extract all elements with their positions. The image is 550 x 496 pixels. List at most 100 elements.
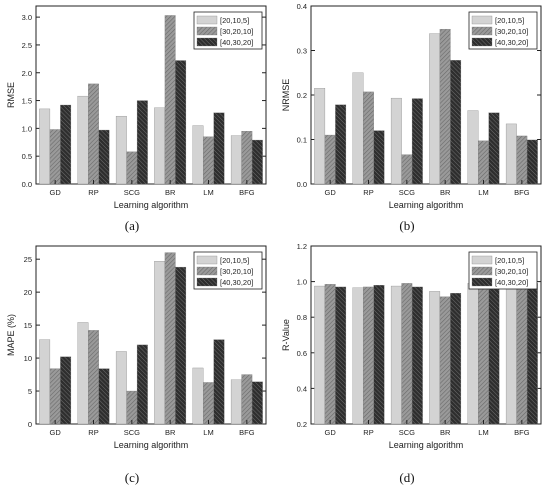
bar-gd-series-1	[314, 285, 326, 425]
x-tick-label: BR	[165, 188, 176, 197]
bar-scg-series-1	[115, 115, 127, 185]
bar-scg-series-2	[126, 151, 138, 185]
x-tick-label: GD	[325, 428, 337, 437]
bar-rp-series-2	[363, 91, 374, 185]
bar-bfg-series-2	[241, 374, 253, 425]
legend-label: [30,20,10]	[495, 27, 528, 36]
y-tick-label: 20	[24, 288, 32, 297]
x-tick-label: BFG	[514, 188, 530, 197]
x-tick-label: GD	[50, 428, 62, 437]
legend-swatch	[471, 255, 493, 265]
bar-gd-series-1	[39, 108, 51, 185]
x-tick-label: RP	[363, 188, 373, 197]
bar-gd-series-3	[60, 356, 72, 425]
x-axis-label: Learning algorithm	[114, 200, 189, 210]
x-tick-label: SCG	[399, 188, 415, 197]
x-tick-label: LM	[478, 428, 488, 437]
bar-br-series-1	[154, 261, 166, 425]
x-tick-label: LM	[203, 188, 213, 197]
bar-rp-series-3	[98, 129, 110, 185]
y-axis-label: NRMSE	[281, 79, 291, 112]
legend-label: [20,10,5]	[220, 256, 249, 265]
y-tick-label: 0.2	[297, 91, 307, 100]
legend-label: [20,10,5]	[495, 256, 524, 265]
bar-br-series-3	[175, 60, 187, 185]
legend-swatch	[196, 266, 218, 276]
y-tick-label: 0.2	[297, 420, 307, 429]
x-tick-label: GD	[50, 188, 62, 197]
legend-swatch	[471, 37, 493, 47]
plot-frame	[310, 245, 542, 425]
y-tick-label: 0.3	[297, 47, 307, 56]
bar-gd-series-3	[60, 104, 72, 185]
y-tick-label: 1.0	[22, 124, 32, 133]
bar-rp-series-1	[352, 72, 364, 185]
x-tick-label: BFG	[239, 428, 255, 437]
bar-scg-series-3	[136, 100, 148, 185]
bar-lm-series-1	[467, 283, 479, 425]
y-axis-label: MAPE (%)	[6, 314, 16, 356]
bar-lm-series-3	[213, 339, 225, 425]
bar-bfg-series-2	[516, 283, 528, 425]
bar-bfg-series-3	[526, 283, 538, 425]
legend-swatch	[196, 37, 218, 47]
panel-caption: (d)	[399, 470, 414, 485]
plot-frame	[35, 5, 267, 185]
bar-scg-series-1	[115, 351, 127, 425]
chart-panel-1: 0.0 0.5 1.0 1.5 2.0 2.5 3.0 GD RP SCG BR LM BFG Learn…	[6, 5, 267, 233]
bar-br-series-2	[439, 296, 451, 425]
bar-rp-series-3	[373, 130, 385, 185]
bar-lm-series-2	[203, 136, 214, 185]
y-tick-label: 0.0	[297, 180, 307, 189]
y-tick-label: 1.0	[297, 278, 307, 287]
y-tick-label: 0.8	[297, 313, 307, 322]
bar-lm-series-1	[192, 367, 204, 425]
bar-bfg-series-2	[241, 131, 253, 185]
legend-label: [20,10,5]	[495, 16, 524, 25]
legend-label: [40,30,20]	[220, 278, 253, 287]
chart-panel-4: 0.2 0.4 0.6 0.8 1.0 1.2 GD RP SCG BR LM BFG Learning…	[281, 242, 542, 485]
legend-swatch	[196, 15, 218, 25]
bar-bfg-series-1	[505, 123, 517, 185]
bar-br-series-2	[164, 252, 176, 425]
bar-gd-series-2	[324, 284, 336, 425]
bar-lm-series-1	[192, 125, 204, 185]
bar-br-series-1	[429, 33, 441, 185]
bar-br-series-3	[175, 266, 187, 425]
legend-swatch	[196, 277, 218, 287]
plot-frame	[35, 245, 267, 425]
chart-panel-3: 0 5 10 15 20 25 GD RP SCG BR LM BFG Learning algorit…	[6, 245, 267, 485]
bar-scg-series-2	[401, 154, 413, 185]
bar-rp-series-2	[363, 286, 374, 425]
bar-bfg-series-2	[516, 135, 528, 185]
y-tick-label: 0.4	[297, 384, 307, 393]
bar-rp-series-2	[88, 330, 99, 425]
bar-bfg-series-1	[230, 379, 242, 425]
y-tick-label: 2.5	[22, 41, 32, 50]
bar-br-series-1	[429, 291, 441, 425]
x-axis-label: Learning algorithm	[114, 440, 189, 450]
x-tick-label: SCG	[399, 428, 415, 437]
y-tick-label: 15	[24, 321, 32, 330]
x-tick-label: GD	[325, 188, 337, 197]
bar-gd-series-2	[49, 368, 61, 425]
bar-lm-series-1	[467, 110, 479, 185]
y-tick-label: 0.4	[297, 2, 307, 11]
bar-gd-series-2	[324, 134, 336, 185]
y-axis-label: R-Value	[281, 319, 291, 351]
bar-scg-series-3	[411, 286, 423, 425]
legend-label: [40,30,20]	[495, 278, 528, 287]
bar-br-series-3	[450, 60, 462, 185]
x-tick-label: RP	[88, 188, 98, 197]
y-tick-label: 0.5	[22, 152, 32, 161]
bar-br-series-1	[154, 107, 166, 185]
x-axis-label: Learning algorithm	[389, 440, 464, 450]
chart-panel-2: 0.0 0.1 0.2 0.3 0.4 GD RP SCG BR LM BFG Learning al…	[281, 2, 542, 233]
bar-rp-series-3	[98, 368, 110, 425]
bar-rp-series-1	[77, 95, 89, 185]
legend-label: [20,10,5]	[220, 16, 249, 25]
legend-label: [40,30,20]	[495, 38, 528, 47]
bar-gd-series-1	[314, 88, 326, 185]
legend-label: [30,20,10]	[495, 267, 528, 276]
